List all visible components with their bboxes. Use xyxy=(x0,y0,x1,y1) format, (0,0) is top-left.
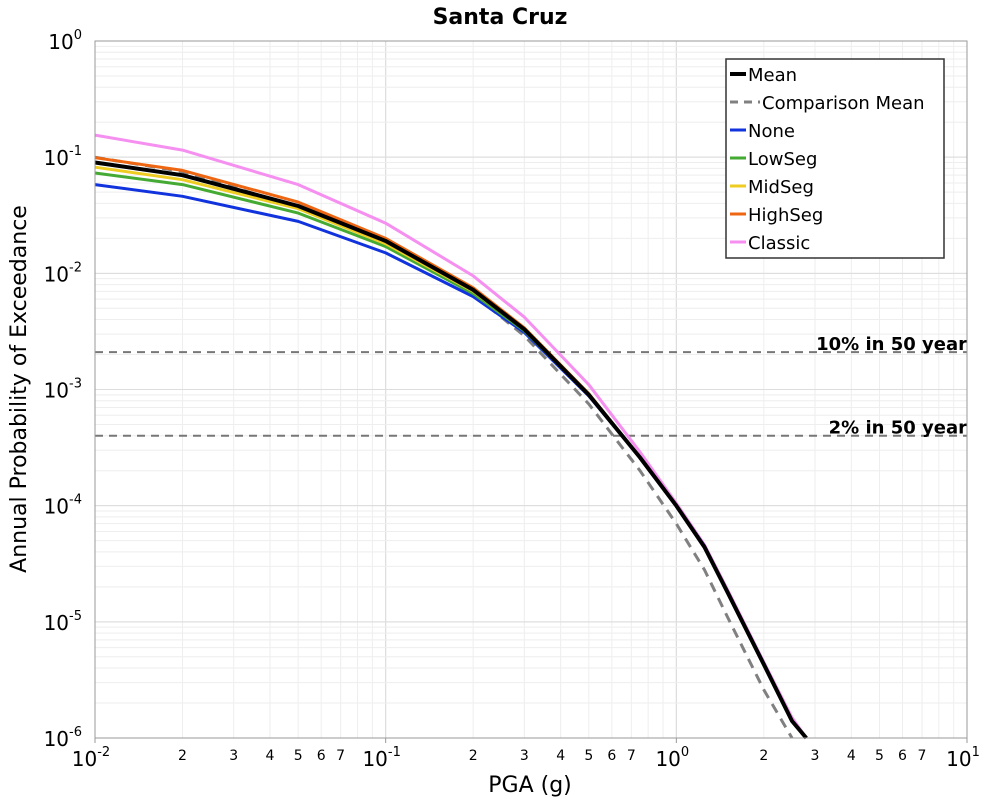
x-minor-tick-label: 7 xyxy=(918,748,927,764)
x-minor-tick-label: 2 xyxy=(178,748,187,764)
legend-label: None xyxy=(748,121,795,142)
reference-lines: 10% in 50 year 2% in 50 year xyxy=(95,334,967,439)
series-line-mean xyxy=(94,160,808,740)
x-minor-tick-label: 3 xyxy=(229,748,238,764)
x-minor-tick-label: 6 xyxy=(898,748,907,764)
series-line-comparison-mean xyxy=(94,155,794,739)
x-minor-tick-label: 2 xyxy=(759,748,768,764)
chart-title: Santa Cruz xyxy=(433,5,568,30)
x-major-tick-label: 10-1 xyxy=(362,745,400,771)
x-minor-tick-label: 3 xyxy=(811,748,820,764)
x-minor-tick-label: 4 xyxy=(266,748,275,764)
legend-label: HighSeg xyxy=(748,205,823,226)
y-axis-label: Annual Probability of Exceedance xyxy=(7,205,32,573)
x-minor-tick-label: 6 xyxy=(317,748,326,764)
x-minor-tick-label: 6 xyxy=(607,748,616,764)
y-major-tick-label: 10-3 xyxy=(44,377,82,403)
x-axis-label: PGA (g) xyxy=(488,773,572,798)
reference-line-label-1: 10% in 50 year xyxy=(816,334,967,355)
y-major-tick-label: 10-5 xyxy=(44,609,82,635)
x-minor-tick-label: 2 xyxy=(469,748,478,764)
y-major-tick-label: 10-4 xyxy=(44,493,82,519)
x-minor-tick-label: 3 xyxy=(520,748,529,764)
reference-line-label-2: 2% in 50 year xyxy=(829,418,967,439)
grid-lines xyxy=(94,40,968,739)
x-minor-tick-label: 4 xyxy=(847,748,856,764)
series-line-highseg xyxy=(94,156,808,739)
x-minor-tick-label: 5 xyxy=(584,748,593,764)
x-major-tick-label: 101 xyxy=(946,745,980,771)
x-minor-tick-label: 4 xyxy=(556,748,565,764)
x-minor-tick-label: 7 xyxy=(336,748,345,764)
y-axis-ticks: 100 10-1 10-2 10-3 10-4 10-5 10-6 xyxy=(44,28,82,751)
series-lines xyxy=(94,133,808,740)
series-line-none xyxy=(94,183,808,739)
series-line-lowseg xyxy=(94,171,808,739)
y-major-tick-label: 10-6 xyxy=(44,725,82,751)
y-major-tick-label: 100 xyxy=(48,28,82,54)
series-line-midseg xyxy=(94,165,808,739)
x-minor-tick-label: 7 xyxy=(627,748,636,764)
plot-area-frame xyxy=(94,40,968,739)
x-minor-tick-label: 5 xyxy=(294,748,303,764)
x-minor-tick-label: 5 xyxy=(875,748,884,764)
x-major-tick-label: 10-2 xyxy=(72,745,110,771)
x-major-tick-label: 100 xyxy=(655,745,689,771)
legend-label: LowSeg xyxy=(748,149,817,170)
y-major-tick-label: 10-2 xyxy=(44,260,82,286)
legend: Mean Comparison Mean None LowSeg MidSeg HighS… xyxy=(725,58,945,259)
legend-label: Comparison Mean xyxy=(762,93,925,114)
y-major-tick-label: 10-1 xyxy=(44,144,82,170)
legend-label: Classic xyxy=(748,233,810,254)
legend-box xyxy=(725,58,945,259)
legend-label: MidSeg xyxy=(748,177,814,198)
legend-label: Mean xyxy=(748,65,797,86)
